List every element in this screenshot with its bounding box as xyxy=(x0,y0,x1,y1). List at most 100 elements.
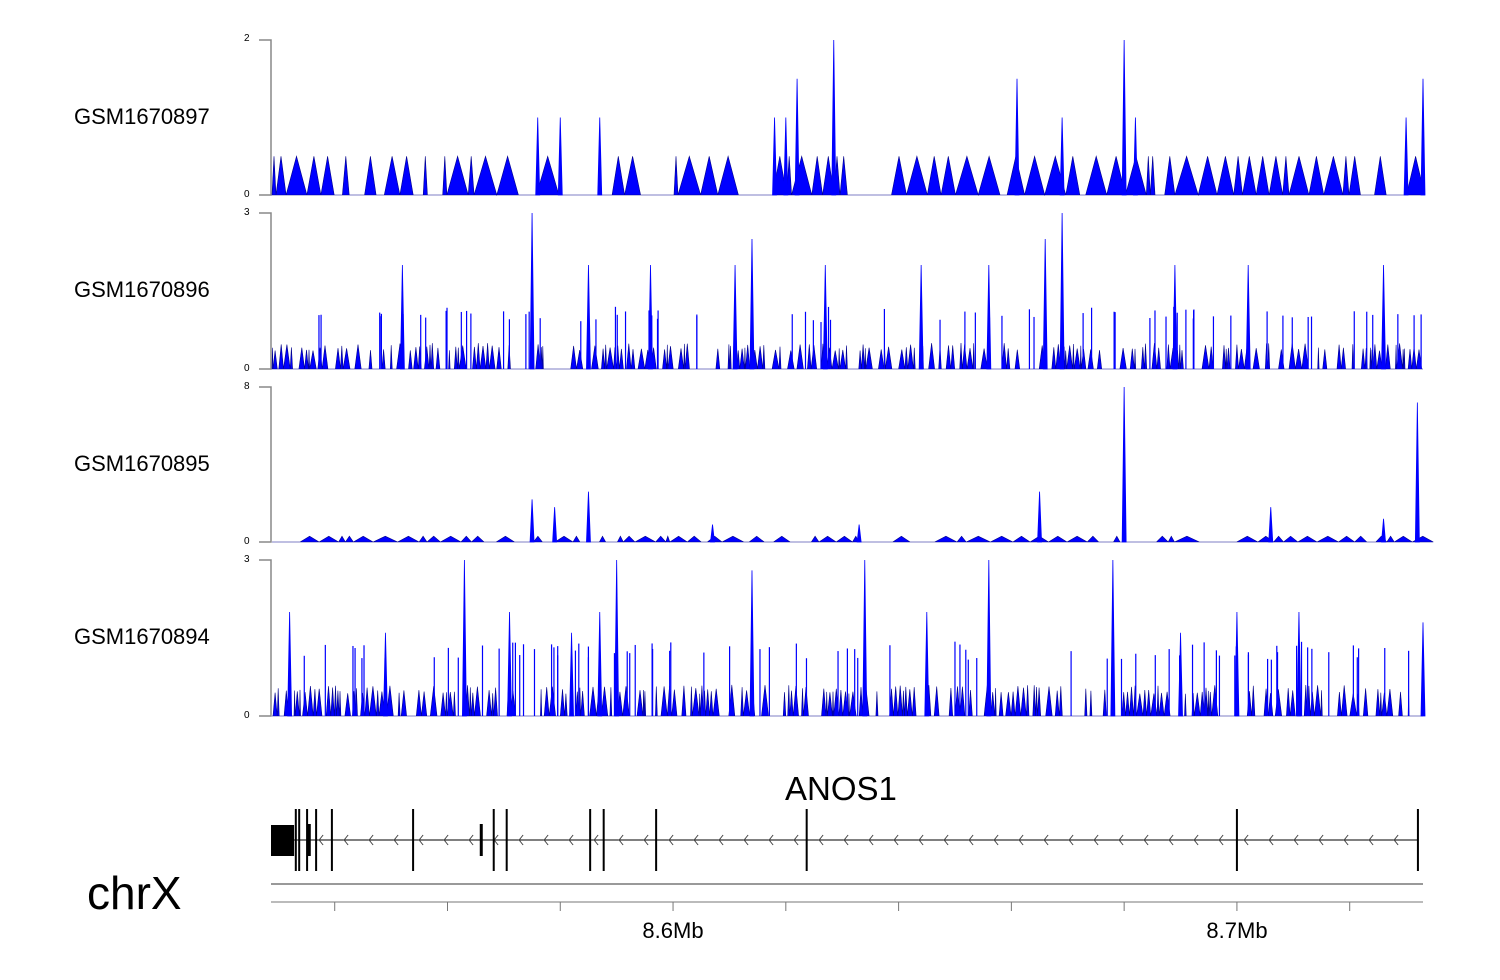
strand-arrow-icon xyxy=(1018,834,1024,846)
strand-arrow-icon xyxy=(1293,834,1299,846)
y-axis-2 xyxy=(259,212,272,370)
signal-peak xyxy=(462,559,467,717)
ytick-min-4: 0 xyxy=(244,710,250,721)
signal-peak xyxy=(1059,212,1065,370)
track-label-3: GSM1670895 xyxy=(74,451,210,476)
signal-peak xyxy=(648,264,653,370)
signal-peak xyxy=(856,524,862,543)
gene-exon xyxy=(505,809,508,871)
signal-area-3 xyxy=(272,535,1434,543)
gene-exon xyxy=(655,809,658,871)
signal-peak xyxy=(862,559,868,717)
signal-peak xyxy=(535,117,541,196)
gene-utr-block xyxy=(271,825,295,856)
strand-arrow-icon xyxy=(843,834,849,846)
signal-peak xyxy=(1381,264,1386,370)
strand-arrow-icon xyxy=(618,834,624,846)
signal-peak xyxy=(822,264,828,370)
signal-peak xyxy=(597,117,603,196)
strand-arrow-icon xyxy=(668,834,674,846)
signal-peak xyxy=(1014,78,1020,196)
strand-arrow-icon xyxy=(443,834,449,846)
track-label-4: GSM1670894 xyxy=(74,624,210,649)
strand-arrow-icon xyxy=(368,834,374,846)
signal-peak xyxy=(732,264,738,370)
signal-peak xyxy=(1172,264,1178,370)
signal-peak xyxy=(1420,622,1426,717)
signal-peak xyxy=(383,632,388,717)
strand-arrow-icon xyxy=(318,834,324,846)
strand-arrow-icon xyxy=(468,834,474,846)
signal-peak xyxy=(1110,559,1116,717)
ytick-min-2: 0 xyxy=(244,363,250,374)
gene-exon xyxy=(330,809,333,871)
signal-peak xyxy=(1042,238,1048,370)
strand-arrow-icon xyxy=(593,834,599,846)
strand-arrow-icon xyxy=(418,834,424,846)
signal-peak xyxy=(783,117,789,196)
gene-exon xyxy=(1416,809,1419,871)
signal-peak xyxy=(1245,264,1251,370)
strand-arrow-icon xyxy=(993,834,999,846)
y-axis-4 xyxy=(259,559,272,717)
strand-arrow-icon xyxy=(743,834,749,846)
signal-area-2 xyxy=(271,342,1423,370)
strand-arrow-icon xyxy=(543,834,549,846)
signal-peak xyxy=(1037,491,1042,543)
gene-exon xyxy=(412,809,415,871)
y-axis-1 xyxy=(259,39,272,196)
ytick-max-3: 8 xyxy=(244,381,250,392)
signal-peak xyxy=(614,559,620,717)
signal-peak xyxy=(986,559,992,717)
gene-exon xyxy=(805,809,808,871)
track-label-1: GSM1670897 xyxy=(74,104,210,129)
strand-arrow-icon xyxy=(868,834,874,846)
strand-arrow-icon xyxy=(943,834,949,846)
gene-name-label: ANOS1 xyxy=(785,770,897,807)
signal-peak xyxy=(1178,632,1183,717)
signal-peak xyxy=(529,499,535,543)
gene-exon xyxy=(602,809,605,871)
strand-arrow-icon xyxy=(1043,834,1049,846)
y-axis-3 xyxy=(259,386,272,543)
strand-arrow-icon xyxy=(518,834,524,846)
signal-peak xyxy=(918,264,924,370)
signal-peak xyxy=(557,117,563,196)
gene-exon xyxy=(1235,809,1238,871)
signal-peak xyxy=(586,264,591,370)
gene-exon xyxy=(492,809,495,871)
track-label-2: GSM1670896 xyxy=(74,277,210,302)
signal-peak xyxy=(1234,611,1240,717)
signal-peak xyxy=(399,264,405,370)
strand-arrow-icon xyxy=(1093,834,1099,846)
strand-arrow-icon xyxy=(1343,834,1349,846)
strand-arrow-icon xyxy=(1143,834,1149,846)
strand-arrow-icon xyxy=(893,834,899,846)
chromosome-label: chrX xyxy=(87,867,182,919)
signal-peak xyxy=(586,491,591,543)
gene-exon xyxy=(307,824,311,856)
signal-peak xyxy=(529,212,535,370)
signal-peak xyxy=(1059,117,1065,196)
ytick-min-3: 0 xyxy=(244,536,250,547)
ytick-max-2: 3 xyxy=(244,207,250,218)
signal-peak xyxy=(924,611,930,717)
strand-arrow-icon xyxy=(793,834,799,846)
strand-arrow-icon xyxy=(1118,834,1124,846)
signal-peak xyxy=(1414,402,1420,543)
signal-peak xyxy=(749,238,755,370)
signal-peak xyxy=(552,507,558,543)
signal-peak xyxy=(597,611,603,717)
signal-peak xyxy=(794,78,800,196)
strand-arrow-icon xyxy=(918,834,924,846)
strand-arrow-icon xyxy=(768,834,774,846)
strand-arrow-icon xyxy=(1268,834,1274,846)
gene-exon xyxy=(294,809,297,871)
strand-arrow-icon xyxy=(1243,834,1249,846)
signal-peak xyxy=(1403,117,1409,196)
signal-peak xyxy=(1268,507,1274,543)
strand-arrow-icon xyxy=(1368,834,1374,846)
signal-peak xyxy=(1381,518,1386,543)
